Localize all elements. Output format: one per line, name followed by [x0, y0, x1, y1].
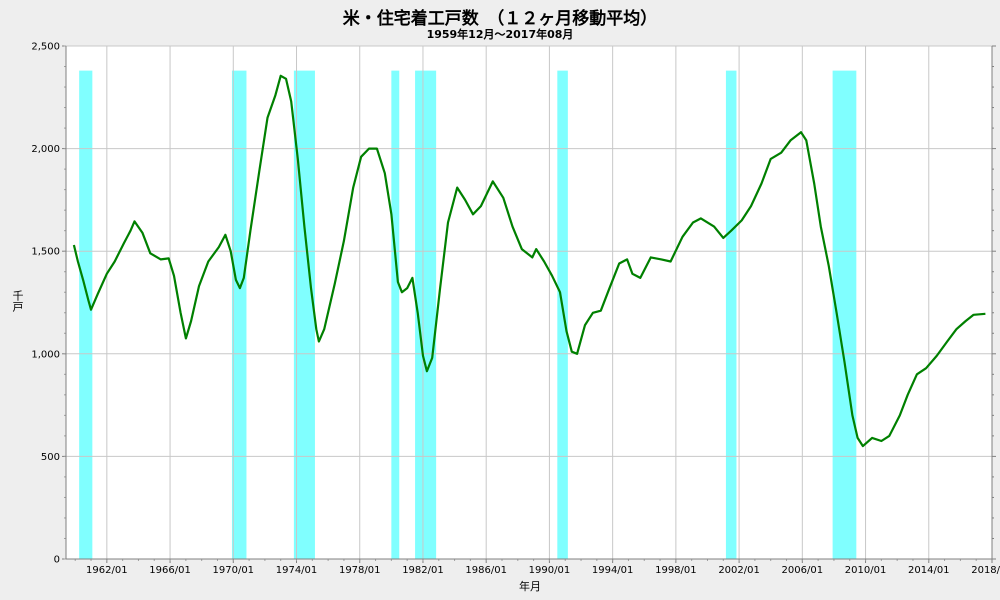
x-tick-label: 2014/01	[908, 565, 950, 576]
y-tick-label: 2,500	[31, 42, 60, 53]
x-tick-label: 1978/01	[339, 565, 381, 576]
y-tick-label: 0	[54, 555, 60, 566]
x-tick-label: 2018/01	[971, 565, 1000, 576]
x-tick-label: 1986/01	[465, 565, 507, 576]
recession-band	[391, 70, 400, 560]
x-tick-label: 1962/01	[86, 565, 128, 576]
x-tick-label: 2010/01	[845, 565, 887, 576]
y-tick-label: 1,500	[31, 247, 60, 258]
x-tick-label: 1982/01	[402, 565, 444, 576]
x-tick-label: 2006/01	[782, 565, 824, 576]
x-axis-label: 年月	[519, 580, 541, 593]
recession-band	[415, 70, 437, 560]
y-tick-label: 2,000	[31, 144, 60, 155]
x-tick-label: 1990/01	[529, 565, 571, 576]
recession-band	[79, 70, 93, 560]
x-tick-label: 1966/01	[149, 565, 191, 576]
recession-band	[725, 70, 737, 560]
y-tick-label: 500	[41, 452, 60, 463]
y-tick-label: 1,000	[31, 349, 60, 360]
chart-subtitle: 1959年12月～2017年08月	[426, 28, 574, 41]
recession-band	[231, 70, 247, 560]
x-tick-label: 1998/01	[655, 565, 697, 576]
x-tick-label: 1994/01	[592, 565, 634, 576]
y-axis-label: 千戸	[11, 290, 24, 312]
housing-starts-line	[72, 74, 986, 448]
recession-band	[832, 70, 857, 560]
chart-title: 米・住宅着工戸数 （１２ヶ月移動平均）	[342, 9, 658, 29]
x-tick-label: 1970/01	[213, 565, 255, 576]
x-tick-label: 2002/01	[718, 565, 760, 576]
recession-band	[557, 70, 568, 560]
recession-band	[293, 70, 315, 560]
x-tick-label: 1974/01	[276, 565, 318, 576]
